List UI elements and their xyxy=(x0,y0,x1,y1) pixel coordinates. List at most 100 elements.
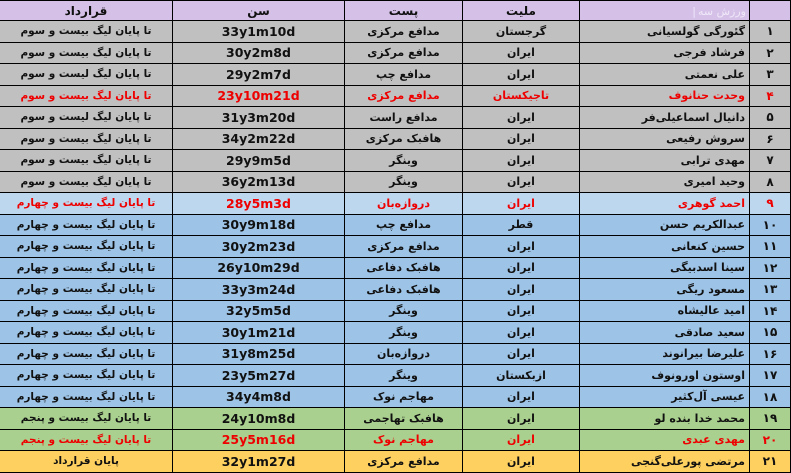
contract-cell: تا پایان لیگ بیست و سوم xyxy=(0,149,173,172)
player-name-cell: عبدالکریم حسن xyxy=(579,213,750,236)
player-name-cell: وحید امیری xyxy=(579,170,750,193)
age-cell: 33y3m24d xyxy=(172,278,345,301)
table-row: ۳ علی نعمتی ایران مدافع چپ 29y2m7d تا پایان ل… xyxy=(0,63,791,86)
contract-cell: تا پایان لیگ بیست و چهارم xyxy=(0,278,173,301)
row-number: ۶ xyxy=(749,127,791,150)
contract-cell: تا پایان لیگ بیست و سوم xyxy=(0,170,173,193)
row-number: ۸ xyxy=(749,170,791,193)
contract-cell: تا پایان لیگ لیست و سوم xyxy=(0,63,173,86)
position-cell: مدافع مرکزی xyxy=(344,235,463,258)
row-number: ۱۸ xyxy=(749,385,791,408)
nationality-cell: ایران xyxy=(462,278,580,301)
age-cell: 33y1m10d xyxy=(172,20,345,43)
table-row: ۱۸ عیسی آل‌کثیر ایران مهاجم نوک 34y4m8d تا پا… xyxy=(0,385,791,408)
table-row: ۴ وحدت حنانوف تاجیکستان مدافع مرکزی 23y10m21… xyxy=(0,84,791,107)
nationality-cell: ایران xyxy=(462,342,580,365)
player-name-cell: سینا اسدبیگی xyxy=(579,256,750,279)
position-cell: مدافع راست xyxy=(344,106,463,129)
table-row: ۱۴ امید عالیشاه ایران وینگر 32y5m5d تا پایان … xyxy=(0,299,791,322)
row-number: ۲۱ xyxy=(749,450,791,473)
age-cell: 29y2m7d xyxy=(172,63,345,86)
table-row: ۱۶ علیرضا بیرانوند ایران دروازه‌بان 31y8m25d… xyxy=(0,342,791,365)
position-cell: هافبک دفاعی xyxy=(344,256,463,279)
position-cell: هافبک مرکزی xyxy=(344,127,463,150)
nationality-cell: ایران xyxy=(462,428,580,451)
nationality-header: ملیت xyxy=(462,0,580,21)
contract-cell: تا پایان لیگ بیست و چهارم xyxy=(0,364,173,387)
row-number: ۱۰ xyxy=(749,213,791,236)
nationality-cell: ایران xyxy=(462,170,580,193)
nationality-cell: ایران xyxy=(462,450,580,473)
player-name-cell: اوستون اورونوف xyxy=(579,364,750,387)
nationality-cell: ایران xyxy=(462,192,580,215)
nationality-cell: ایران xyxy=(462,41,580,64)
contract-cell: تا پایان لیگ بیست و چهارم xyxy=(0,213,173,236)
nationality-cell: ایران xyxy=(462,321,580,344)
nationality-cell: ایران xyxy=(462,407,580,430)
nationality-cell: ایران xyxy=(462,235,580,258)
position-cell: وینگر xyxy=(344,170,463,193)
row-number: ۱۶ xyxy=(749,342,791,365)
player-name-cell: علی نعمتی xyxy=(579,63,750,86)
contract-cell: تا پایان لیگ بیست و چهارم xyxy=(0,256,173,279)
contract-cell: تا پایان لیگ بیست و سوم xyxy=(0,84,173,107)
contract-cell: تا پایان لیگ لیست و سوم xyxy=(0,106,173,129)
player-name-cell: عیسی آل‌کثیر xyxy=(579,385,750,408)
age-cell: 34y2m22d xyxy=(172,127,345,150)
player-name-cell: سروش رفیعی xyxy=(579,127,750,150)
position-cell: وینگر xyxy=(344,364,463,387)
position-cell: وینگر xyxy=(344,321,463,344)
row-number: ۳ xyxy=(749,63,791,86)
position-cell: مدافع مرکزی xyxy=(344,450,463,473)
row-number: ۲۰ xyxy=(749,428,791,451)
table-row: ۱۵ سعید صادقی ایران وینگر 30y1m21d تا پایان ل… xyxy=(0,321,791,344)
player-name-cell: احمد گوهری xyxy=(579,192,750,215)
nationality-cell: ایران xyxy=(462,127,580,150)
player-name-cell: مهدی ترابی xyxy=(579,149,750,172)
player-name-cell: محمد خدا بنده لو xyxy=(579,407,750,430)
nationality-cell: گرجستان xyxy=(462,20,580,43)
nationality-cell: ایران xyxy=(462,106,580,129)
position-cell: دروازه‌بان xyxy=(344,342,463,365)
row-number: ۴ xyxy=(749,84,791,107)
age-header: سن xyxy=(172,0,345,21)
age-cell: 30y1m21d xyxy=(172,321,345,344)
table-row: ۲ فرشاد فرجی ایران مدافع مرکزی 30y2m8d تا پای… xyxy=(0,41,791,64)
table-row: ۱۳ مسعود ریگی ایران هافبک دفاعی 33y3m24d تا پ… xyxy=(0,278,791,301)
table-row: ۲۰ مهدی عبدی ایران مهاجم نوک 25y5m16d تا پایا… xyxy=(0,428,791,451)
table-row: ۷ مهدی ترابی ایران وینگر 29y9m5d تا پایان لیگ… xyxy=(0,149,791,172)
row-number: ۱ xyxy=(749,20,791,43)
watermark-separator: | xyxy=(692,4,697,18)
table-row: ۱۹ محمد خدا بنده لو ایران هافبک تهاجمی 24y10… xyxy=(0,407,791,430)
position-cell: مدافع مرکزی xyxy=(344,20,463,43)
position-cell: مدافع چپ xyxy=(344,63,463,86)
row-number: ۱۴ xyxy=(749,299,791,322)
contract-header: قرارداد xyxy=(0,0,173,21)
contract-cell: تا پایان لیگ بیست و چهارم xyxy=(0,192,173,215)
varzesh3-watermark: ورزش سه xyxy=(698,4,746,18)
position-cell: هافبک تهاجمی xyxy=(344,407,463,430)
age-cell: 31y8m25d xyxy=(172,342,345,365)
table-row: ۹ احمد گوهری ایران دروازه‌بان 28y5m3d تا پایا… xyxy=(0,192,791,215)
age-cell: 28y5m3d xyxy=(172,192,345,215)
age-cell: 31y3m20d xyxy=(172,106,345,129)
position-cell: مدافع مرکزی xyxy=(344,84,463,107)
position-cell: دروازه‌بان xyxy=(344,192,463,215)
table-row: ۲۱ مرتضی پورعلی‌گنجی ایران مدافع مرکزی 32y1m… xyxy=(0,450,791,473)
age-cell: 25y5m16d xyxy=(172,428,345,451)
player-name-cell: امید عالیشاه xyxy=(579,299,750,322)
contract-cell: تا پایان لیگ بیست و چهارم xyxy=(0,299,173,322)
row-number-header xyxy=(749,0,791,21)
contract-cell: تا پایان لیگ بیست و سوم xyxy=(0,41,173,64)
age-cell: 29y9m5d xyxy=(172,149,345,172)
nationality-cell: ایران xyxy=(462,63,580,86)
contract-cell: تا پایان لیگ بیست و سوم xyxy=(0,127,173,150)
header-row: ورزش سه| ملیت پست سن قرارداد xyxy=(0,0,791,21)
row-number: ۱۵ xyxy=(749,321,791,344)
age-cell: 36y2m13d xyxy=(172,170,345,193)
nationality-cell: ازبکستان xyxy=(462,364,580,387)
contract-cell: تا پایان لیگ بیست و چهارم xyxy=(0,321,173,344)
player-name-cell: مهدی عبدی xyxy=(579,428,750,451)
table-row: ۱۷ اوستون اورونوف ازبکستان وینگر 23y5m27d تا … xyxy=(0,364,791,387)
position-cell: مدافع چپ xyxy=(344,213,463,236)
